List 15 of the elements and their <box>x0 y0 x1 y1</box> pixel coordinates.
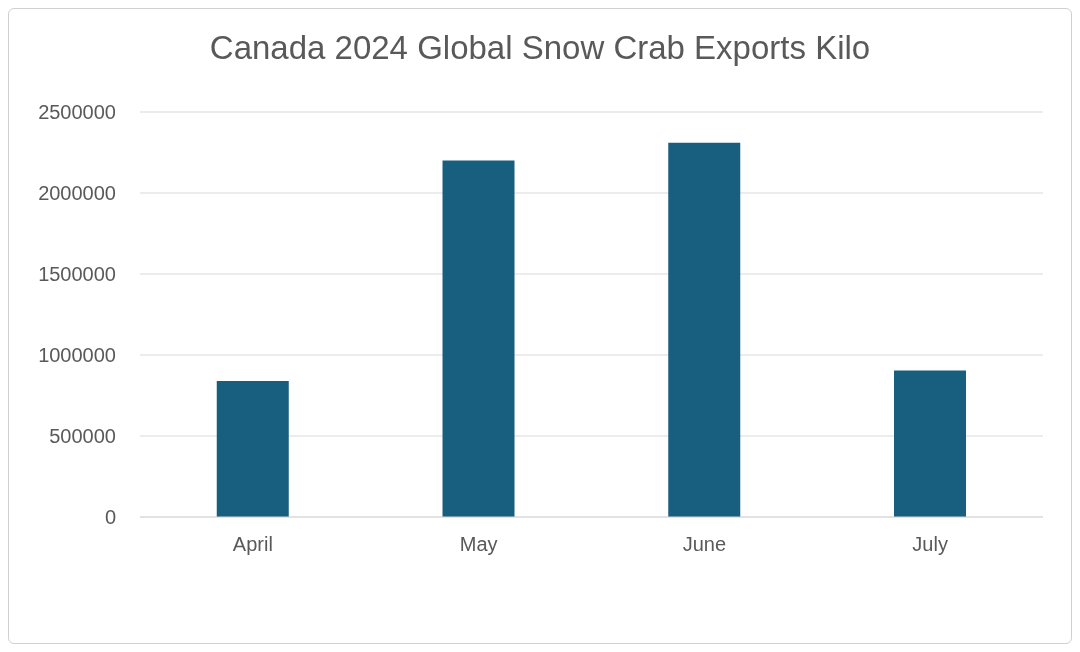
y-tick-label: 0 <box>104 506 116 529</box>
x-tick-label: June <box>682 533 727 556</box>
x-tick-label: July <box>912 533 948 556</box>
chart-title: Canada 2024 Global Snow Crab Exports Kilo <box>208 29 872 67</box>
bar <box>894 370 967 517</box>
bar <box>442 160 515 517</box>
x-tick-label: April <box>232 533 273 556</box>
y-tick-label: 500000 <box>49 425 116 448</box>
x-tick-label: May <box>459 533 498 556</box>
y-tick-label: 2000000 <box>38 182 116 205</box>
bar <box>216 380 289 517</box>
bar <box>668 142 741 517</box>
y-tick-label: 1000000 <box>38 344 116 367</box>
y-tick-label: 2500000 <box>38 101 116 124</box>
y-tick-label: 1500000 <box>38 263 116 286</box>
